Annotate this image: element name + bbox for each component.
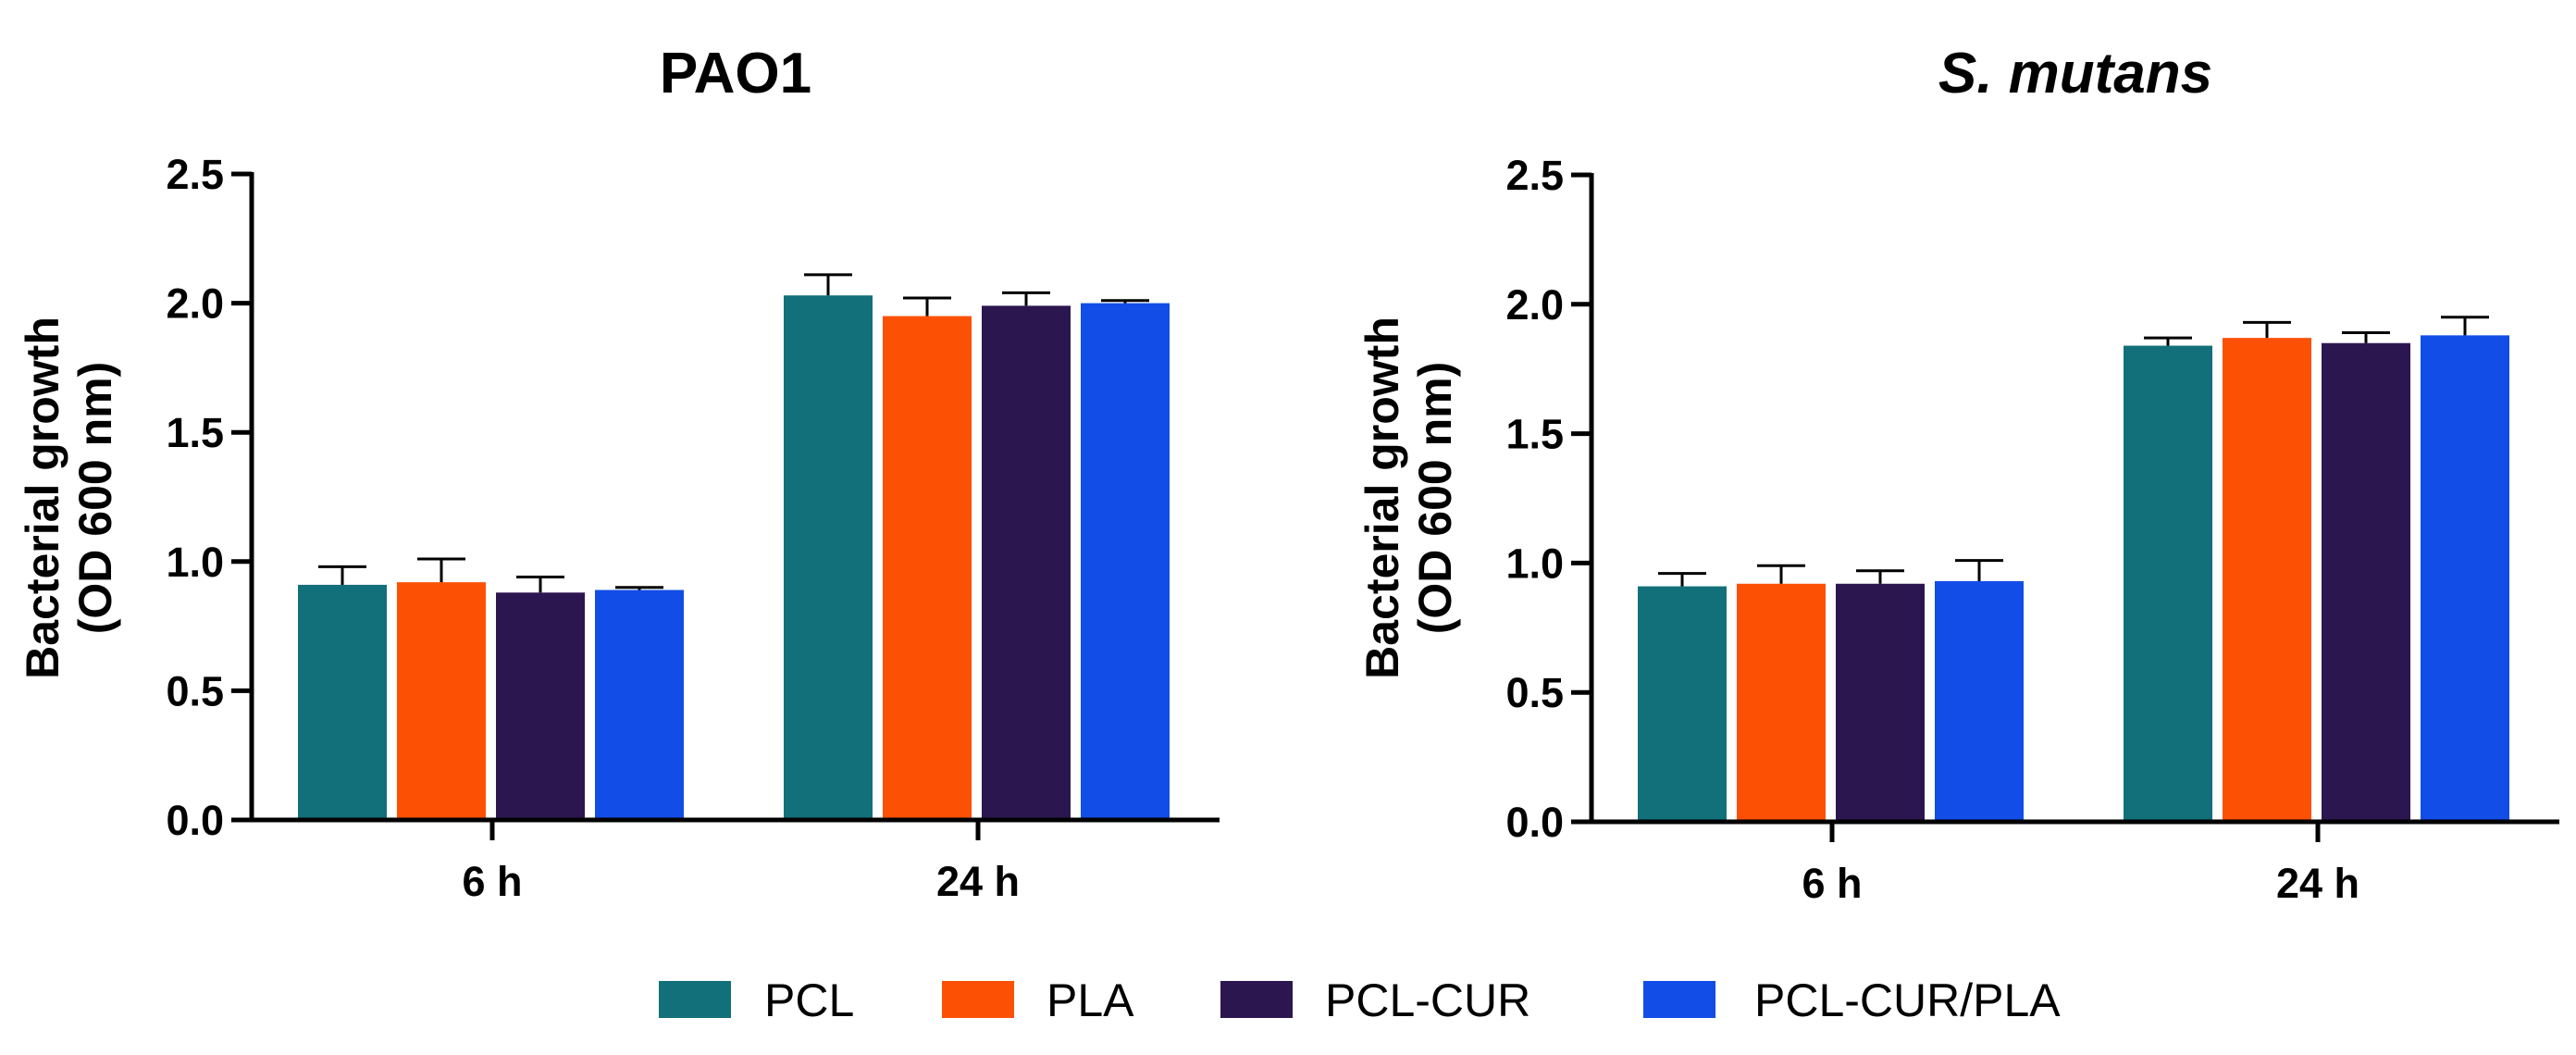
bar-pao1-pla-6-h [397,582,486,820]
chart-pao1: PAO1 Bacterial growth (OD 600 nm) 0.0 0.5… [17,42,1220,905]
bar-pao1-pcl-cur-pla-6-h [595,590,684,820]
bar-s-mutans-pla-24-h [2223,338,2311,822]
chart-title-s-mutans: S. mutans [1938,42,2212,106]
bar-s-mutans-pcl-24-h [2124,345,2212,822]
legend-swatch-pla [942,981,1014,1018]
bar-pao1-pcl-cur-6-h [496,592,585,820]
bar-s-mutans-pcl-cur-pla-6-h [1935,580,2024,822]
legend-swatch-pcl [659,981,731,1018]
y-axis-label-pao1-line2: (OD 600 nm) [69,362,121,635]
legend-label-pla: PLA [1046,974,1134,1026]
bar-s-mutans-pla-6-h [1737,583,1826,822]
y-tick-label-s-mutans-2-5: 2.5 [1505,152,1564,199]
y-tick-label-pao1-1-0: 1.0 [166,539,224,586]
y-tick-label-s-mutans-2-0: 2.0 [1505,281,1564,329]
bar-pao1-pla-24-h [883,316,972,820]
bars-s-mutans [1638,316,2509,822]
bar-s-mutans-pcl-cur-24-h [2322,342,2410,822]
axes-s-mutans: 0.0 0.5 1.0 1.5 2.0 2.5 6 h 24 h [1505,152,2559,907]
y-tick-label-s-mutans-0-5: 0.5 [1505,669,1564,716]
y-tick-label-pao1-2-0: 2.0 [166,280,224,328]
x-tick-label-pao1-24-h: 24 h [936,858,1020,905]
y-tick-label-s-mutans-0-0: 0.0 [1505,799,1564,846]
y-tick-label-s-mutans-1-5: 1.5 [1505,411,1564,458]
x-tick-label-pao1-6-h: 6 h [462,858,522,905]
x-tick-label-s-mutans-24-h: 24 h [2276,860,2359,907]
y-axis-label-pao1-line1: Bacterial growth [17,316,68,679]
legend-label-pcl-cur-pla: PCL-CUR/PLA [1754,974,2061,1026]
bar-s-mutans-pcl-6-h [1638,586,1727,822]
bar-s-mutans-pcl-cur-pla-24-h [2421,335,2509,822]
bars-pao1 [298,273,1170,821]
bar-pao1-pcl-6-h [298,584,387,820]
chart-s-mutans: S. mutans Bacterial growth (OD 600 nm) 0… [1356,42,2559,907]
y-tick-label-pao1-1-5: 1.5 [166,409,224,456]
chart-title-pao1: PAO1 [660,42,811,106]
legend: PCL PLA PCL-CUR PCL-CUR/PLA [659,974,2061,1026]
y-tick-label-s-mutans-1-0: 1.0 [1505,540,1564,587]
y-tick-label-pao1-2-5: 2.5 [166,151,224,198]
y-axis-label-s-mutans-line1: Bacterial growth [1356,316,1408,679]
y-axis-label-s-mutans-line2: (OD 600 nm) [1409,362,1461,635]
y-tick-label-pao1-0-0: 0.0 [166,797,224,844]
legend-swatch-pcl-cur [1220,981,1293,1018]
bar-pao1-pcl-cur-pla-24-h [1081,303,1170,821]
bar-s-mutans-pcl-cur-6-h [1836,583,1925,822]
bar-pao1-pcl-cur-24-h [982,305,1071,821]
x-tick-label-s-mutans-6-h: 6 h [1802,860,1862,907]
axes-pao1: 0.0 0.5 1.0 1.5 2.0 2.5 6 h 24 h [166,151,1220,905]
legend-label-pcl: PCL [764,974,854,1026]
legend-swatch-pcl-cur-pla [1643,981,1715,1018]
y-tick-label-pao1-0-5: 0.5 [166,667,224,714]
legend-label-pcl-cur: PCL-CUR [1325,974,1530,1026]
bar-pao1-pcl-24-h [784,295,873,820]
